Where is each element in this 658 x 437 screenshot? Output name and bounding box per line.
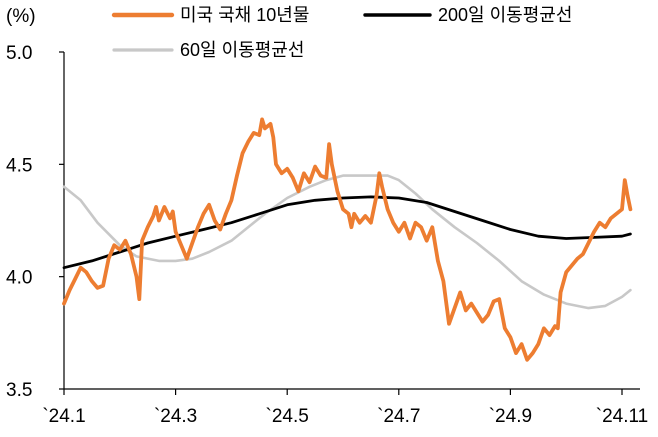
x-tick-label: `24.11 [596, 406, 648, 427]
x-tick-label: `24.1 [42, 406, 85, 427]
series-line-0 [62, 117, 633, 362]
y-tick-label: 4.5 [6, 155, 32, 176]
y-tick-labels: 5.0 4.5 4.0 3.5 [6, 43, 32, 401]
x-tick-label: `24.3 [154, 406, 197, 427]
x-tick-label: `24.7 [377, 406, 420, 427]
series-lines [62, 117, 633, 362]
axes [59, 51, 640, 395]
x-tick-label: `24.5 [266, 406, 309, 427]
x-tick-labels: `24.1 `24.3 `24.5 `24.7 `24.9 `24.11 [42, 406, 648, 427]
y-unit-label: (%) [6, 6, 36, 27]
series-line-1 [62, 195, 632, 270]
legend: 미국 국채 10년물 200일 이동평균선 60일 이동평균선 [111, 5, 572, 60]
series-line-2 [62, 174, 632, 310]
y-tick-label: 3.5 [6, 380, 32, 401]
legend-label-1: 200일 이동평균선 [438, 5, 572, 25]
legend-label-0: 미국 국채 10년물 [180, 5, 309, 25]
legend-label-2: 60일 이동평균선 [180, 40, 304, 60]
y-tick-label: 5.0 [6, 43, 32, 64]
x-tick-label: `24.9 [489, 406, 532, 427]
y-tick-label: 4.0 [6, 268, 32, 289]
